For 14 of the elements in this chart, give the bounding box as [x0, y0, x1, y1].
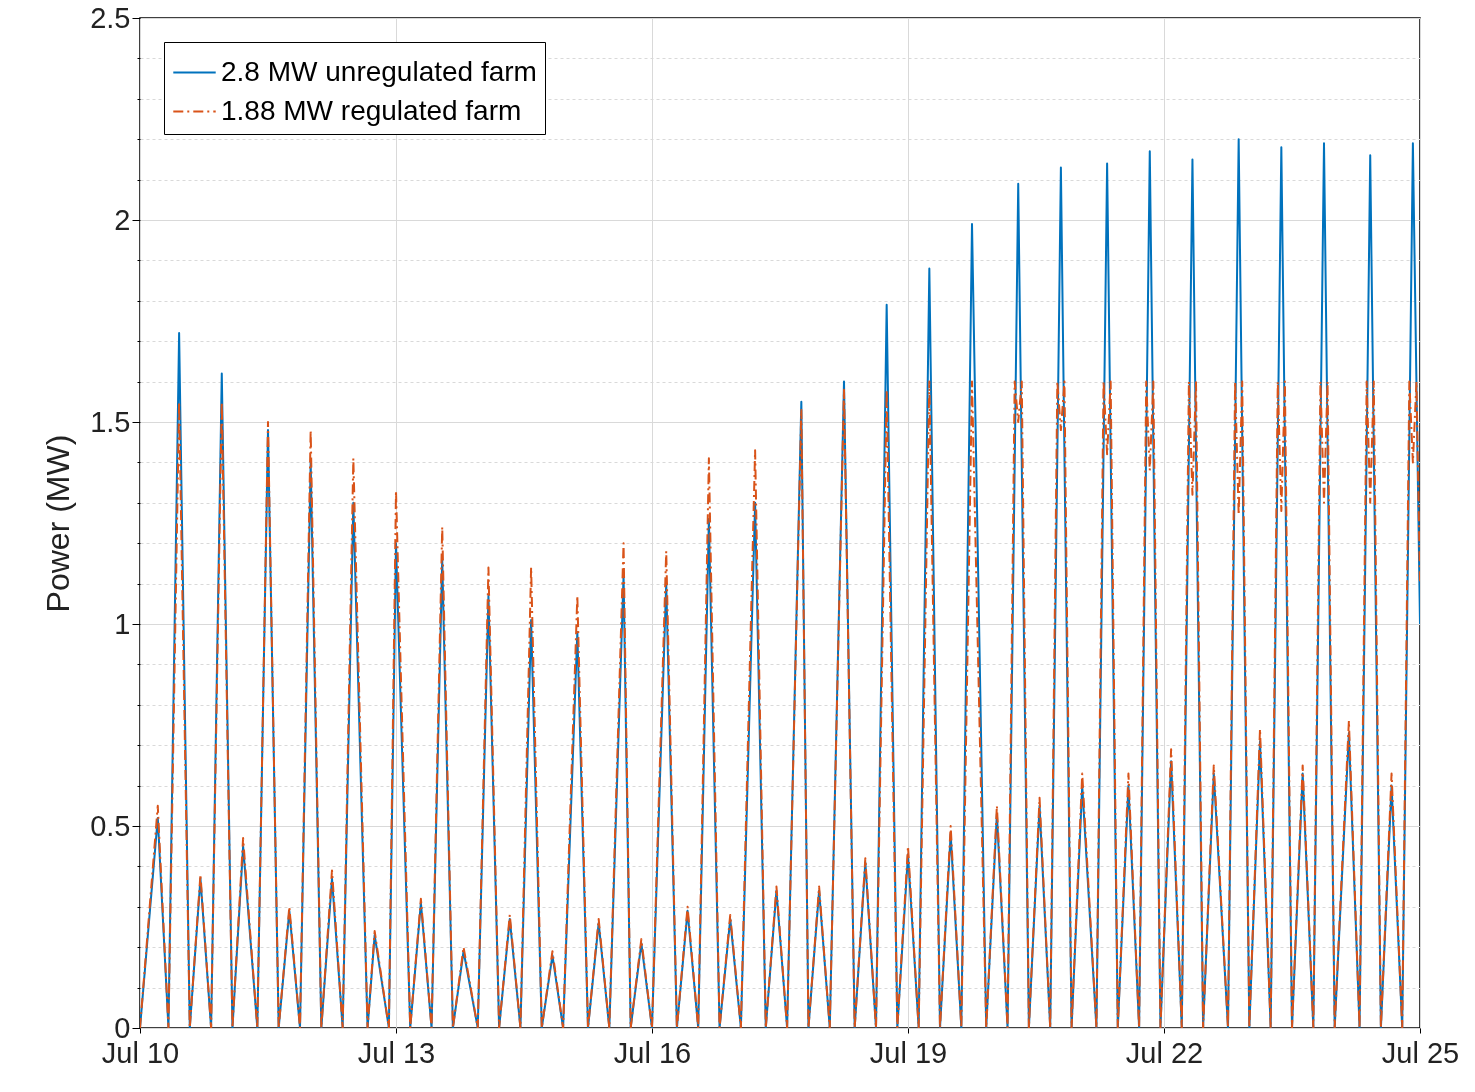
legend-label: 2.8 MW unregulated farm	[221, 55, 537, 87]
x-tick-label: Jul 22	[1125, 1036, 1204, 1069]
x-tick-label: Jul 16	[613, 1036, 692, 1069]
y-tick-label: 2.5	[90, 1, 131, 34]
x-tick-label: Jul 25	[1381, 1036, 1460, 1069]
y-tick-label: 2	[114, 203, 131, 236]
y-axis-title: Power (MW)	[40, 434, 77, 613]
y-tick-label: 0.5	[90, 809, 131, 842]
x-tick-label: Jul 13	[357, 1036, 436, 1069]
x-tick-label: Jul 19	[869, 1036, 948, 1069]
legend-label: 1.88 MW regulated farm	[221, 94, 522, 126]
y-tick-label: 1	[114, 607, 131, 640]
y-tick-label: 0	[114, 1011, 131, 1044]
y-tick-label: 1.5	[90, 405, 131, 438]
